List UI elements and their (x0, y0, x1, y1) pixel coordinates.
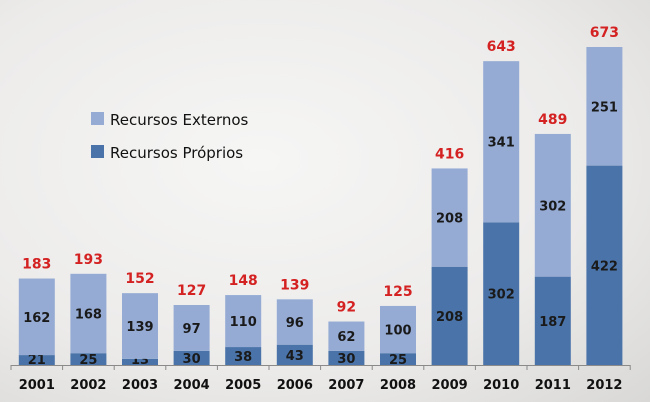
bar-proprios-2007 (328, 350, 365, 365)
bar-externos-2003 (122, 293, 158, 359)
legend-label-proprios: Recursos Próprios (110, 144, 243, 162)
bar-proprios-2001 (18, 355, 55, 365)
data-label: 110 (230, 315, 257, 330)
total-label: 643 (487, 39, 516, 55)
data-label: 302 (539, 199, 566, 214)
x-tick-label: 2009 (432, 378, 468, 393)
bar-externos-2009 (431, 168, 468, 267)
bar-proprios-2010 (483, 222, 520, 365)
data-label: 302 (488, 288, 515, 303)
x-tick-label: 2008 (380, 378, 416, 393)
bar-proprios-2003 (122, 358, 158, 365)
x-tick-label: 2002 (70, 378, 106, 393)
x-tick-label: 2012 (586, 378, 622, 393)
data-label: 62 (337, 330, 355, 345)
data-label: 30 (337, 352, 355, 367)
total-label: 148 (229, 273, 258, 289)
total-label: 183 (22, 257, 51, 273)
total-label: 125 (383, 284, 412, 300)
x-tick-label: 2005 (225, 378, 261, 393)
data-label: 139 (126, 320, 153, 335)
data-label: 422 (591, 259, 618, 274)
bar-externos-2007 (328, 321, 365, 351)
bar-proprios-2011 (534, 276, 571, 365)
bar-proprios-2012 (586, 165, 623, 365)
data-label: 100 (384, 324, 411, 339)
bar-externos-2006 (276, 299, 313, 345)
x-tick-label: 2007 (328, 378, 364, 393)
total-label: 127 (177, 283, 206, 299)
total-label: 416 (435, 146, 464, 162)
bar-externos-2002 (70, 273, 107, 354)
bar-proprios-2005 (225, 347, 262, 365)
bar-proprios-2004 (173, 350, 210, 365)
x-tick-label: 2003 (122, 378, 158, 393)
data-label: 38 (234, 350, 252, 365)
total-label: 489 (538, 112, 567, 128)
data-label: 187 (539, 315, 566, 330)
data-label: 25 (389, 353, 407, 368)
data-label: 251 (591, 100, 618, 115)
legend: Recursos Externos Recursos Próprios (91, 111, 249, 162)
bar-proprios-2006 (276, 344, 313, 365)
total-label: 152 (125, 271, 154, 287)
x-tick-label: 2004 (174, 378, 210, 393)
data-label: 341 (488, 136, 515, 151)
bar-proprios-2009 (431, 266, 468, 365)
bar-proprios-2002 (70, 353, 107, 365)
x-tick-label: 2010 (483, 378, 519, 393)
bar-proprios-2008 (380, 353, 416, 365)
x-tick-label: 2001 (19, 378, 55, 393)
data-label: 208 (436, 212, 463, 227)
total-label: 92 (337, 300, 356, 316)
bar-externos-2010 (483, 61, 520, 223)
legend-swatch-proprios (91, 145, 104, 158)
legend-swatch-externos (91, 112, 104, 125)
bar-externos-2011 (534, 133, 571, 277)
data-label: 97 (183, 322, 201, 337)
data-label: 21 (28, 353, 46, 368)
bar-externos-2012 (586, 47, 623, 166)
data-label: 25 (79, 353, 97, 368)
legend-label-externos: Recursos Externos (110, 111, 249, 129)
total-label: 139 (280, 277, 309, 293)
total-label: 673 (590, 25, 619, 41)
bar-externos-2004 (173, 304, 210, 351)
bar-externos-2005 (225, 295, 262, 348)
bar-externos-2008 (380, 305, 416, 354)
total-label: 193 (74, 252, 103, 268)
data-label: 162 (23, 311, 50, 326)
data-label: 96 (286, 316, 304, 331)
data-label: 168 (75, 307, 102, 322)
x-tick-label: 2006 (277, 378, 313, 393)
data-label: 208 (436, 310, 463, 325)
bar-externos-2001 (18, 278, 55, 356)
x-tick-label: 2011 (535, 378, 571, 393)
data-label: 43 (286, 349, 304, 364)
data-label: 30 (183, 352, 201, 367)
